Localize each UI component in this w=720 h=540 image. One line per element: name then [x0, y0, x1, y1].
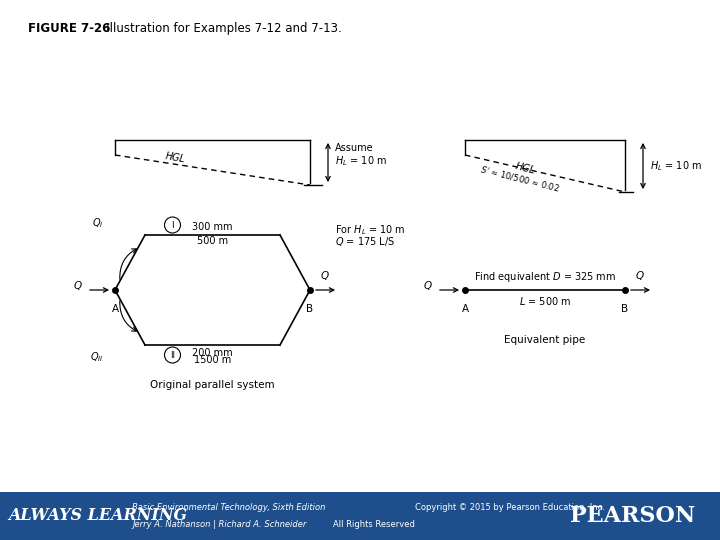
- Text: Jerry A. Nathanson | Richard A. Schneider: Jerry A. Nathanson | Richard A. Schneide…: [132, 520, 307, 529]
- Text: II: II: [170, 350, 175, 360]
- Text: Find equivalent $D$ = 325 mm: Find equivalent $D$ = 325 mm: [474, 270, 616, 284]
- Text: A: A: [462, 304, 469, 314]
- Bar: [0, 492, 720, 540]
- Text: $Q_I$: $Q_I$: [91, 216, 103, 230]
- Text: Equivalent pipe: Equivalent pipe: [505, 335, 585, 345]
- Text: 500 m: 500 m: [197, 236, 228, 246]
- Text: 1500 m: 1500 m: [194, 355, 231, 365]
- Text: I: I: [171, 220, 174, 230]
- Text: 300 mm: 300 mm: [192, 222, 233, 232]
- Text: FIGURE 7-26: FIGURE 7-26: [28, 22, 110, 35]
- Text: A: A: [112, 304, 119, 314]
- Text: $H_L$ = 10 m: $H_L$ = 10 m: [335, 154, 387, 168]
- Text: $S'$ ≈ 10/500 ≈ 0.02: $S'$ ≈ 10/500 ≈ 0.02: [479, 164, 561, 194]
- Text: $Q$: $Q$: [73, 280, 83, 293]
- Text: $Q$: $Q$: [320, 269, 330, 282]
- Text: HGL: HGL: [514, 161, 536, 176]
- Text: $Q$: $Q$: [635, 269, 645, 282]
- Text: Copyright © 2015 by Pearson Education, Inc.: Copyright © 2015 by Pearson Education, I…: [415, 503, 605, 512]
- Text: $Q$: $Q$: [423, 280, 433, 293]
- Text: B: B: [621, 304, 629, 314]
- Text: Illustration for Examples 7-12 and 7-13.: Illustration for Examples 7-12 and 7-13.: [95, 22, 342, 35]
- Text: $Q$ = 175 L/S: $Q$ = 175 L/S: [335, 235, 395, 248]
- Text: 200 mm: 200 mm: [192, 348, 233, 358]
- Text: Original parallel system: Original parallel system: [150, 380, 275, 390]
- Text: $Q_{II}$: $Q_{II}$: [89, 350, 103, 364]
- Text: Assume: Assume: [335, 143, 374, 153]
- Text: ALWAYS LEARNING: ALWAYS LEARNING: [8, 508, 187, 524]
- Text: HGL: HGL: [164, 151, 186, 165]
- Text: B: B: [307, 304, 314, 314]
- Text: Basic Environmental Technology, Sixth Edition: Basic Environmental Technology, Sixth Ed…: [132, 503, 325, 512]
- Text: $L$ = 500 m: $L$ = 500 m: [519, 295, 571, 307]
- Text: For $H_L$ = 10 m: For $H_L$ = 10 m: [335, 223, 405, 237]
- Text: PEARSON: PEARSON: [570, 505, 695, 527]
- Text: $H_L$ = 10 m: $H_L$ = 10 m: [650, 159, 702, 173]
- Text: All Rights Reserved: All Rights Reserved: [333, 520, 415, 529]
